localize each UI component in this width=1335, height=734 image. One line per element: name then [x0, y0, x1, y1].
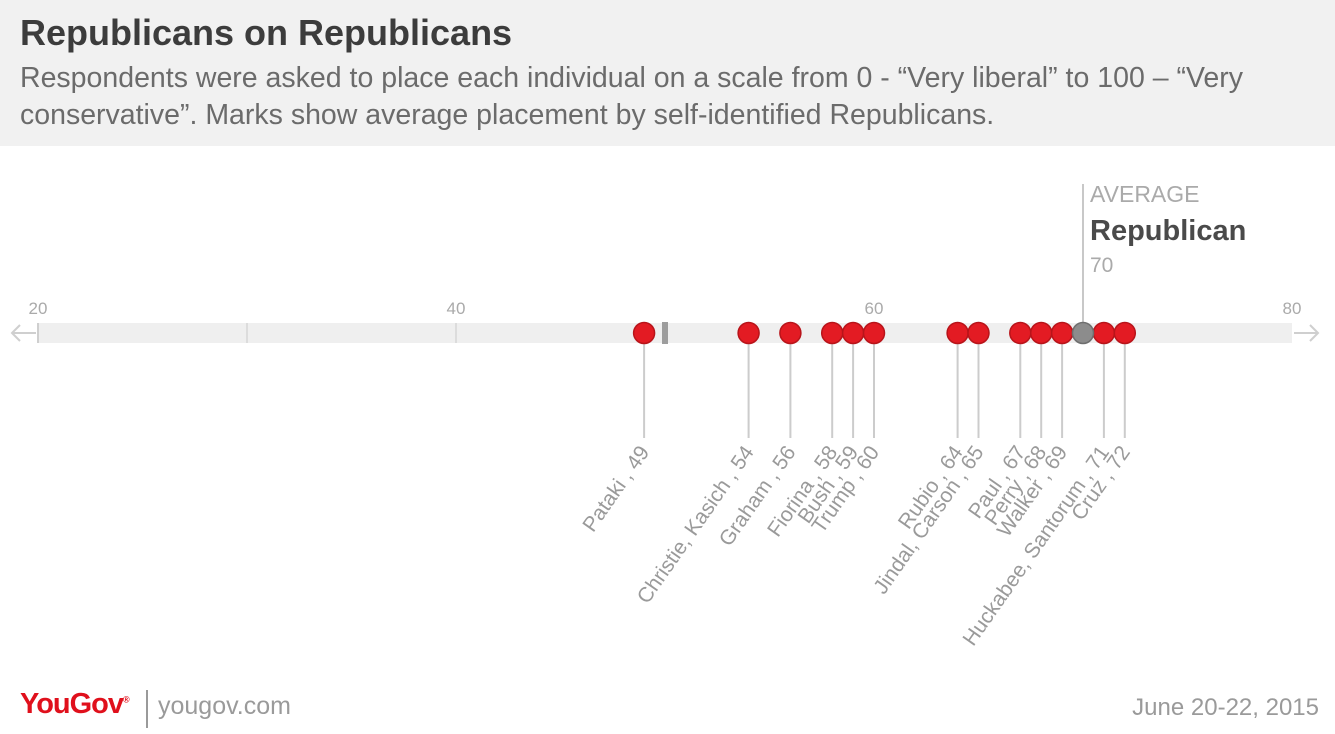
average-label-main: Republican	[1090, 215, 1246, 247]
header-band: Republicans on Republicans Respondents w…	[0, 0, 1335, 146]
data-point	[1050, 321, 1074, 345]
tick-label: 80	[1283, 299, 1302, 318]
average-value-label: 70	[1090, 254, 1113, 277]
data-point	[820, 321, 844, 345]
chart-subtitle: Respondents were asked to place each ind…	[20, 62, 1243, 131]
data-point	[841, 321, 865, 345]
data-point	[737, 321, 760, 345]
left-arrow	[10, 323, 39, 343]
yougov-logo: YouGov®	[20, 688, 130, 721]
data-point	[779, 321, 802, 345]
data-point	[632, 321, 656, 345]
data-point	[1009, 321, 1032, 345]
site-url: yougov.com	[158, 692, 291, 720]
marker-bar	[662, 322, 668, 344]
data-point	[1113, 321, 1137, 345]
data-point	[862, 321, 886, 345]
data-point	[946, 321, 969, 345]
point-label: Jindal, Carson , 65	[869, 442, 988, 599]
average-point	[1071, 321, 1095, 345]
right-arrow	[1294, 324, 1320, 342]
data-point	[1029, 321, 1053, 345]
data-point	[967, 321, 990, 345]
average-label-top: AVERAGE	[1090, 181, 1200, 207]
data-point	[1092, 321, 1116, 345]
point-label: Pataki , 49	[578, 442, 654, 536]
tick-label: 60	[865, 299, 884, 318]
logo-registered-mark: ®	[123, 694, 130, 705]
tick-label: 40	[447, 299, 466, 318]
chart-title: Republicans on Republicans	[20, 12, 513, 53]
footer-divider	[146, 690, 148, 728]
survey-date: June 20-22, 2015	[1132, 694, 1319, 721]
tick-label: 20	[29, 299, 48, 318]
logo-text: YouGov	[20, 688, 124, 720]
